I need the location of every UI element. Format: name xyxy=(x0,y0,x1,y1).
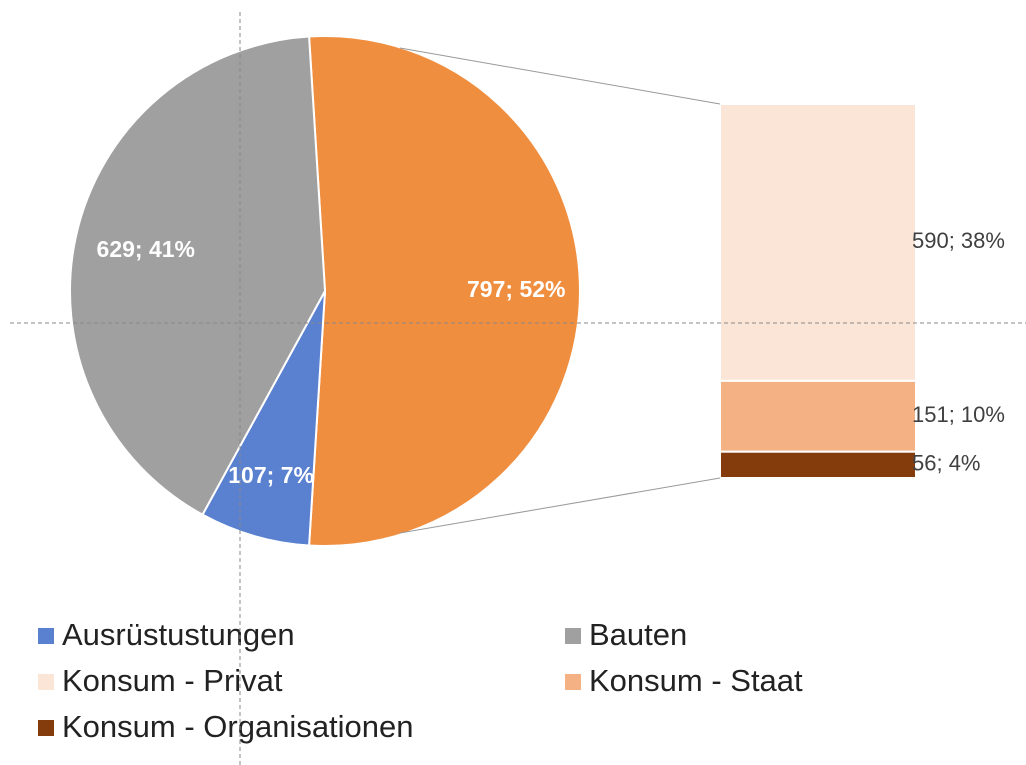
legend-label: Konsum - Organisationen xyxy=(62,709,414,744)
legend-swatch xyxy=(565,674,581,690)
data-label: 590; 38% xyxy=(912,228,1005,253)
legend-label: Bauten xyxy=(589,617,687,652)
connector-line xyxy=(399,47,721,105)
legend-label: Ausrüstustungen xyxy=(62,617,295,652)
pie-slice xyxy=(69,35,327,517)
data-label: 629; 41% xyxy=(97,236,195,262)
bar-segment xyxy=(719,450,917,480)
legend-swatch xyxy=(38,628,54,644)
data-label: 797; 52% xyxy=(467,276,565,302)
legend-label: Konsum - Staat xyxy=(589,663,803,698)
legend-swatch xyxy=(565,628,581,644)
pie-slice xyxy=(308,35,581,547)
legend-swatch xyxy=(38,720,54,736)
data-label: 56; 4% xyxy=(912,451,981,476)
bar-segment xyxy=(719,379,917,453)
legend-label: Konsum - Privat xyxy=(62,663,283,698)
secondary-bar xyxy=(719,103,917,480)
bar-segment xyxy=(719,103,917,382)
legend: Ausrüstustungen Bauten Konsum - Privat Kons… xyxy=(38,617,803,744)
data-label: 107; 7% xyxy=(228,462,314,488)
data-label: 151; 10% xyxy=(912,402,1005,427)
connector-line xyxy=(399,477,721,534)
pie-slice xyxy=(201,290,326,547)
pie xyxy=(69,35,581,547)
labels: 797; 52% 107; 7% 629; 41% 590; 38% 151; 10% 5… xyxy=(97,228,1005,488)
legend-swatch xyxy=(38,674,54,690)
